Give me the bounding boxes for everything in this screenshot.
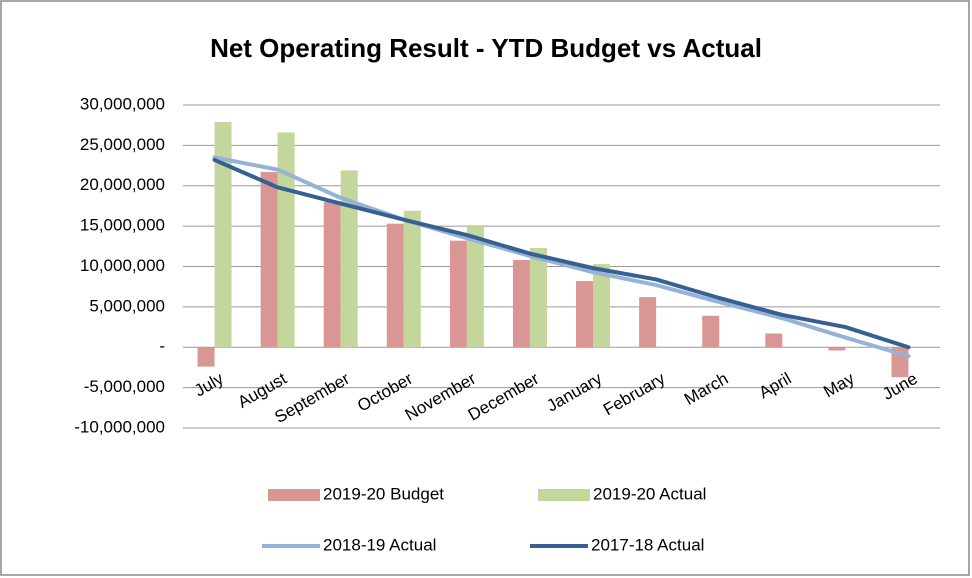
bar bbox=[386, 223, 404, 348]
legend-label: 2017-18 Actual bbox=[591, 535, 704, 554]
bar bbox=[639, 297, 657, 348]
legend-swatch bbox=[538, 489, 590, 501]
legend-label: 2018-19 Actual bbox=[323, 535, 436, 554]
legend-swatch bbox=[268, 489, 320, 501]
y-tick-label: -5,000,000 bbox=[84, 377, 165, 396]
bar bbox=[403, 210, 421, 348]
bar bbox=[576, 281, 594, 348]
y-tick-label: - bbox=[159, 337, 165, 356]
legend-label: 2019-20 Budget bbox=[323, 484, 444, 503]
bar bbox=[512, 260, 530, 348]
bar bbox=[828, 347, 846, 351]
bar bbox=[340, 170, 358, 348]
bar bbox=[277, 132, 295, 348]
y-tick-label: 20,000,000 bbox=[80, 175, 165, 194]
legend-label: 2019-20 Actual bbox=[593, 484, 706, 503]
bar bbox=[702, 315, 720, 348]
bar bbox=[593, 264, 611, 348]
bar bbox=[260, 172, 278, 348]
bar bbox=[323, 201, 341, 348]
bar bbox=[197, 347, 215, 367]
chart-title: Net Operating Result - YTD Budget vs Act… bbox=[210, 33, 762, 63]
y-tick-label: -10,000,000 bbox=[74, 417, 165, 436]
bar bbox=[449, 240, 467, 348]
line bbox=[212, 155, 911, 359]
line bbox=[212, 157, 911, 350]
y-tick-label: 5,000,000 bbox=[89, 296, 165, 315]
bar bbox=[466, 226, 484, 348]
bar bbox=[529, 247, 547, 348]
y-tick-label: 10,000,000 bbox=[80, 256, 165, 275]
bar bbox=[214, 121, 232, 348]
y-tick-label: 15,000,000 bbox=[80, 216, 165, 235]
y-tick-label: 25,000,000 bbox=[80, 135, 165, 154]
y-tick-label: 30,000,000 bbox=[80, 94, 165, 113]
bar bbox=[765, 333, 783, 348]
